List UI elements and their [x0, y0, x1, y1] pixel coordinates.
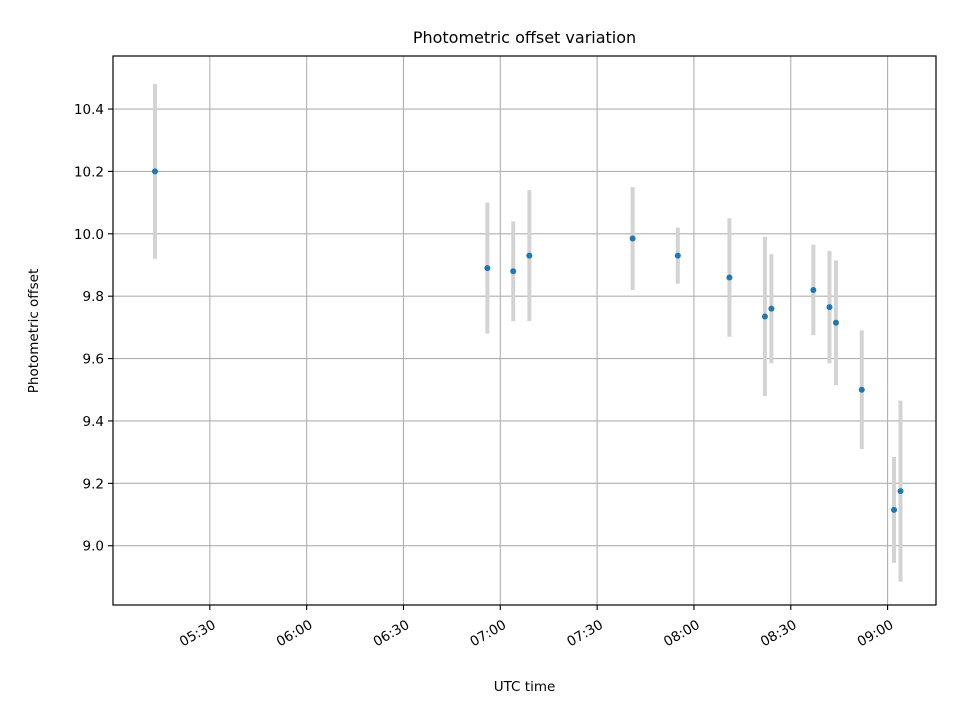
data-point [726, 274, 733, 281]
data-point [761, 313, 768, 320]
y-tick-label: 9.0 [83, 539, 104, 555]
y-axis-ticks: 9.0 9.2 9.4 9.6 9.8 10.0 10.2 10.4 [74, 102, 113, 555]
data-points [151, 168, 904, 513]
data-point [832, 319, 839, 326]
grid [113, 56, 936, 605]
y-tick-label: 10.0 [74, 227, 104, 243]
y-tick-label: 9.2 [83, 476, 104, 492]
x-axis-label: UTC time [494, 679, 556, 695]
data-point [484, 265, 491, 272]
y-tick-label: 9.6 [83, 352, 104, 368]
data-point [674, 252, 681, 259]
data-point [810, 286, 817, 293]
y-tick-label: 9.4 [83, 414, 104, 430]
data-point [826, 304, 833, 311]
data-point [526, 252, 533, 259]
y-tick-label: 10.4 [74, 102, 104, 118]
chart-title: Photometric offset variation [413, 28, 636, 47]
y-tick-label: 9.8 [83, 289, 104, 305]
data-point [768, 305, 775, 312]
data-point [897, 488, 904, 495]
data-point [891, 506, 898, 513]
data-point [629, 235, 636, 242]
y-axis-label: Photometric offset [26, 269, 42, 393]
y-tick-label: 10.2 [74, 164, 104, 180]
plot-frame [112, 55, 937, 606]
data-point [151, 168, 158, 175]
data-point [510, 268, 517, 275]
data-point [858, 386, 865, 393]
